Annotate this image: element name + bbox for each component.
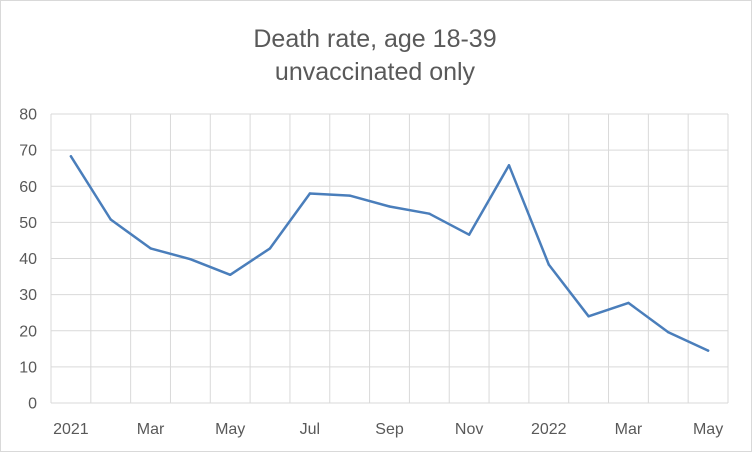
- data-point: [229, 273, 232, 276]
- x-tick-label: Mar: [137, 421, 165, 438]
- grid-layer: [50, 113, 729, 404]
- y-tick-label: 70: [19, 143, 37, 160]
- x-tick-label: Nov: [455, 421, 483, 438]
- data-point: [268, 247, 272, 250]
- y-tick-label: 0: [28, 396, 37, 413]
- series-layer: [69, 155, 710, 352]
- chart-title-line-2: unvaccinated only: [274, 58, 476, 86]
- data-point: [667, 330, 670, 334]
- x-tick-label: May: [215, 421, 245, 438]
- data-point: [507, 164, 511, 167]
- x-tick-label: 2022: [531, 421, 567, 438]
- data-point: [69, 155, 73, 158]
- x-tick-label: May: [693, 421, 723, 438]
- y-tick-label: 10: [19, 359, 37, 376]
- x-tick-label: Sep: [375, 421, 404, 438]
- y-tick-label: 30: [19, 287, 37, 304]
- data-point: [428, 212, 431, 215]
- data-point: [348, 194, 351, 197]
- x-tick-label: Jul: [300, 421, 320, 438]
- data-point: [149, 247, 152, 250]
- chart-title-line-1: Death rate, age 18-39: [253, 25, 497, 53]
- data-point: [587, 315, 590, 318]
- data-point: [547, 263, 550, 266]
- data-point: [308, 192, 312, 195]
- y-tick-label: 80: [19, 107, 37, 124]
- y-tick-label: 40: [19, 251, 37, 268]
- data-point: [109, 218, 112, 221]
- data-point: [467, 233, 471, 236]
- data-point: [627, 301, 630, 305]
- y-tick-label: 60: [19, 179, 37, 196]
- series-line: [69, 155, 710, 352]
- y-tick-label: 20: [19, 323, 37, 340]
- y-tick-label: 50: [19, 215, 37, 232]
- data-point: [706, 349, 710, 352]
- x-tick-label: 2021: [53, 421, 89, 438]
- data-point: [189, 258, 192, 261]
- data-point: [388, 205, 391, 208]
- x-tick-label: Mar: [615, 421, 643, 438]
- label-layer: 0 10 20 30 40 50 60 70 80 2021 Mar May Jul Sep Nov 2022…: [19, 107, 723, 439]
